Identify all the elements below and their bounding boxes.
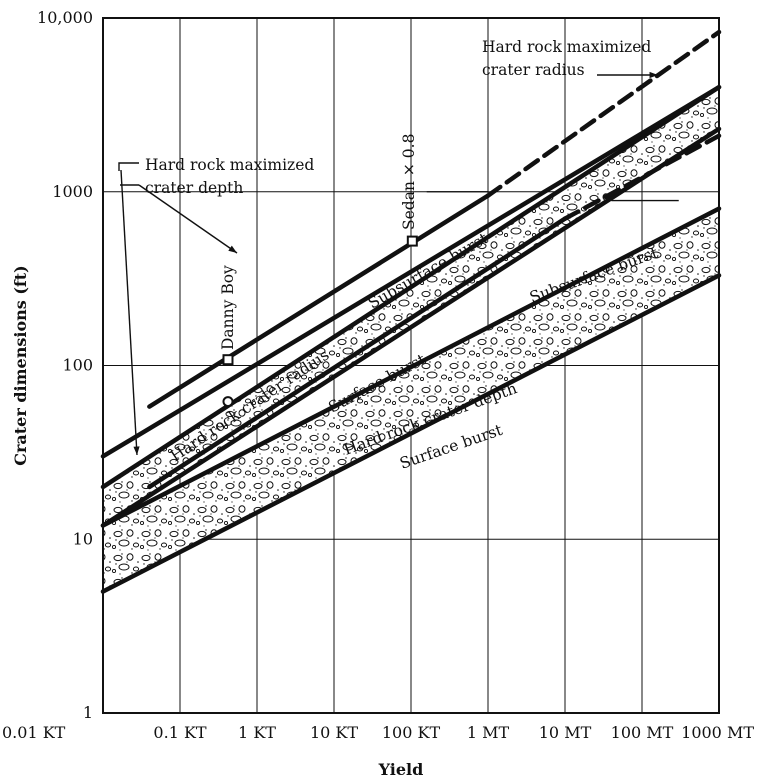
ann-hard-rock-max-radius-line: Hard rock maximized xyxy=(482,38,651,56)
lines xyxy=(100,29,722,490)
line-hard-rock-maximized-crater-depth xyxy=(100,84,722,459)
ann-sedan: Sedan × 0.8 xyxy=(400,134,418,230)
markers xyxy=(222,235,418,408)
arrow-hard-rock-max-depth-b-head xyxy=(228,245,237,253)
marker-danny-boy xyxy=(222,354,234,366)
x-tick-label: 1 KT xyxy=(238,723,276,742)
band-edge-lower-depth-band xyxy=(100,273,722,594)
y-tick-label: 1000 xyxy=(52,182,93,201)
x-tick-label: 0.1 KT xyxy=(153,723,206,742)
y-tick-label: 100 xyxy=(62,356,93,375)
marker-sedan-0-8 xyxy=(406,235,418,247)
ann-hard-rock-max-depth-line: crater depth xyxy=(145,179,243,197)
arrow-hard-rock-max-radius-head xyxy=(649,71,658,79)
arrow-hard-rock-max-depth-a xyxy=(120,169,138,456)
y-tick-label: 1 xyxy=(83,703,93,722)
y-tick-label: 10,000 xyxy=(37,8,93,27)
ann-danny-boy: Danny Boy xyxy=(219,265,237,350)
line-hard-rock-crater-radius xyxy=(147,216,568,490)
line-upper-envelope xyxy=(147,193,491,409)
band-depth-band xyxy=(103,208,719,592)
tick-labels: 0.01 KT 0.1 KT 1 KT 10 KT 100 KT 1 MT 10 MT 100… xyxy=(2,8,754,742)
x-tick-label: 10 KT xyxy=(310,723,358,742)
marker-circle-2 xyxy=(222,396,234,408)
plot-frame xyxy=(102,17,720,714)
arrow-hard-rock-max-depth-b xyxy=(138,184,238,254)
y-axis-label: Crater dimensions (ft) xyxy=(11,265,30,466)
line-hard-rock-crater-radius-extension xyxy=(562,133,722,221)
band-edge-lower-radius-surface-burst xyxy=(100,126,722,528)
band-edge-upper-radius-surface-burst xyxy=(100,84,722,490)
band-edge-upper-depth-band xyxy=(100,206,722,528)
x-tick-label: 1 MT xyxy=(467,723,510,742)
x-axis-label: Yield xyxy=(378,760,424,779)
x-tick-label: 100 MT xyxy=(611,723,674,742)
x-tick-label: 10 MT xyxy=(539,723,592,742)
x-tick-label: 1000 MT xyxy=(681,723,754,742)
arrow-hard-rock-max-depth-bracket xyxy=(118,162,139,171)
ann-hard-rock-max-depth-line: Hard rock maximized xyxy=(145,156,314,174)
arrow-hard-rock-max-depth-a-head xyxy=(133,446,140,455)
y-tick-label: 10 xyxy=(73,529,93,548)
ann-hard-rock-max-radius-line: crater radius xyxy=(482,61,585,79)
line-upper-envelope-extension xyxy=(485,29,722,198)
x-tick-label: 0.01 KT xyxy=(2,723,66,742)
x-tick-label: 100 KT xyxy=(382,723,441,742)
